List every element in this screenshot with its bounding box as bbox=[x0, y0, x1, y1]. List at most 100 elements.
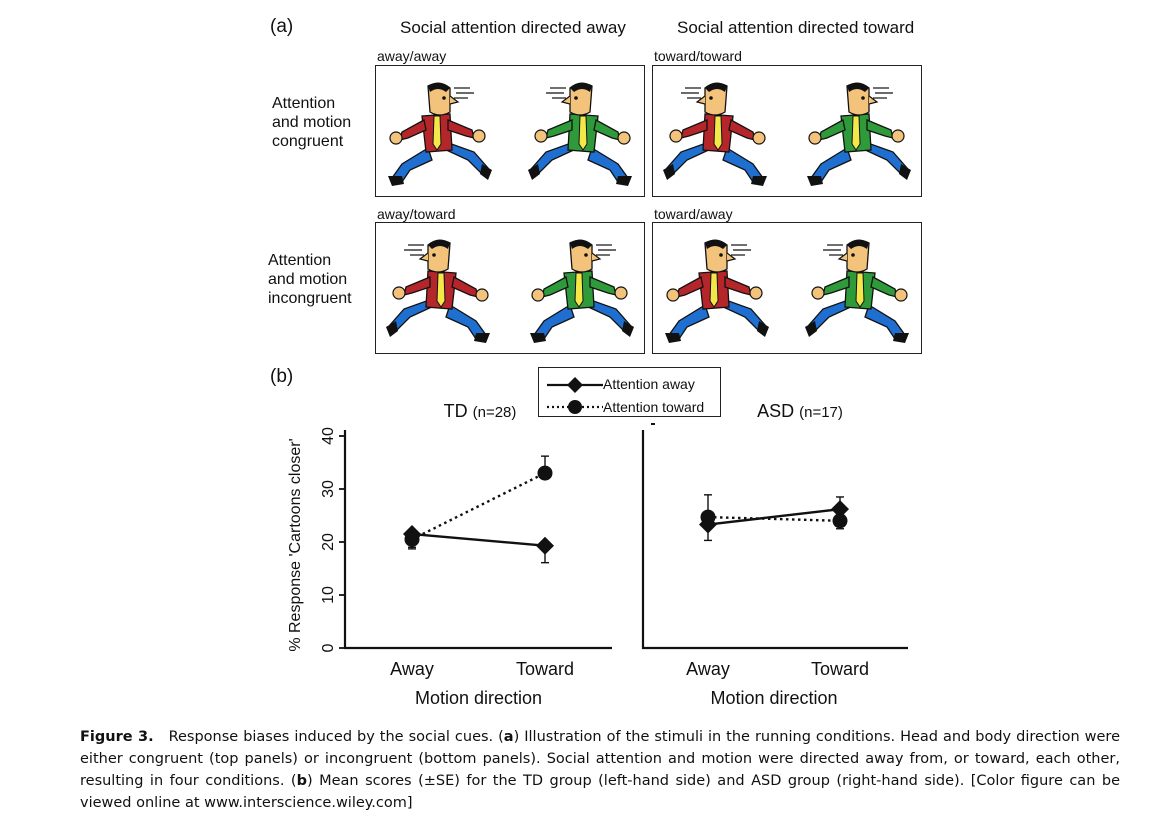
figure-right-shoe bbox=[622, 321, 634, 337]
figure-left-hand bbox=[389, 131, 403, 145]
y-tick-label: 20 bbox=[320, 533, 337, 551]
figure-right-hand bbox=[749, 286, 763, 300]
chart-title: ASD (n=17) bbox=[757, 401, 843, 421]
figure-nose bbox=[868, 95, 879, 105]
figure-left-arm bbox=[676, 276, 704, 298]
figure-right-hand bbox=[669, 129, 683, 143]
data-point-circle bbox=[537, 465, 553, 481]
figure-tie bbox=[432, 115, 442, 151]
figure-body bbox=[807, 82, 911, 186]
figure-left-hand bbox=[666, 288, 680, 302]
y-tick-label: 40 bbox=[320, 427, 337, 445]
figure-left-shoe bbox=[893, 333, 909, 343]
figure-right-arm bbox=[724, 276, 752, 296]
caption-ref-b: b bbox=[296, 773, 307, 789]
figure-left-shoe bbox=[665, 333, 681, 343]
x-tick-label: Toward bbox=[811, 659, 869, 679]
figure-label: Figure 3. bbox=[80, 729, 154, 745]
figure-hair bbox=[570, 239, 592, 249]
figure-body bbox=[530, 239, 634, 343]
figure-body bbox=[386, 239, 490, 343]
running-figure-red-icon bbox=[388, 82, 492, 186]
figure-left-arm bbox=[870, 276, 898, 298]
chart-subtitle: (n=28) bbox=[473, 404, 517, 421]
panel-label-toward-toward: toward/toward bbox=[654, 48, 742, 64]
figure-left-arm bbox=[451, 276, 479, 298]
y-axis-label: % Response 'Cartoons closer' bbox=[287, 438, 304, 651]
figure-tie bbox=[855, 272, 865, 308]
chart-td: TD (n=28) 0 10 20 30 40 % Response 'Cartoons c… bbox=[287, 401, 612, 708]
figure-body bbox=[663, 82, 767, 186]
legend-away-marker bbox=[567, 377, 583, 393]
figure-right-hand bbox=[472, 129, 486, 143]
y-tick-label: 30 bbox=[320, 480, 337, 498]
x-tick-label: Away bbox=[686, 659, 730, 679]
chart-title: TD (n=28) bbox=[444, 401, 517, 421]
figure-eye bbox=[709, 96, 713, 100]
caption-text-2: ) Illustration of the stimuli in the run… bbox=[80, 729, 1120, 789]
running-figure-green-icon bbox=[528, 82, 632, 186]
legend-label-away: Attention away bbox=[603, 376, 695, 392]
figure-right-arm bbox=[589, 276, 617, 296]
row-label-incongruent: Attention and motion incongruent bbox=[268, 252, 352, 307]
figure-left-shoe bbox=[530, 333, 546, 343]
figure-right-arm bbox=[866, 119, 894, 139]
x-axis-label: Motion direction bbox=[415, 688, 542, 708]
figure-eye bbox=[442, 96, 446, 100]
figure-right-shoe bbox=[899, 164, 911, 180]
chart-legend: Attention away Attention toward bbox=[538, 367, 721, 417]
running-figure-green-icon bbox=[807, 82, 911, 186]
x-axis-label: Motion direction bbox=[710, 688, 837, 708]
chart-subtitle: (n=17) bbox=[799, 404, 843, 421]
stimulus-panel-away-away bbox=[375, 65, 645, 197]
figure-eye bbox=[861, 96, 865, 100]
series-line bbox=[707, 515, 841, 522]
figure-right-hand bbox=[392, 286, 406, 300]
figure-left-arm bbox=[728, 119, 756, 141]
figure-tie bbox=[574, 272, 584, 308]
figure-nose bbox=[418, 252, 429, 262]
running-figure-red-icon bbox=[386, 239, 490, 343]
figure-left-arm bbox=[399, 119, 427, 141]
figure-left-hand bbox=[531, 288, 545, 302]
y-tick-label: 0 bbox=[320, 643, 337, 652]
figure-left-hand bbox=[475, 288, 489, 302]
figure-hair bbox=[428, 239, 450, 249]
figure-hair bbox=[428, 82, 450, 92]
figure-right-arm bbox=[680, 119, 708, 139]
figure-left-arm bbox=[541, 276, 569, 298]
figure-tie bbox=[709, 272, 719, 308]
data-point-circle bbox=[404, 531, 420, 547]
legend-toward-marker bbox=[568, 400, 582, 414]
figure-left-hand bbox=[752, 131, 766, 145]
figure-left-shoe bbox=[616, 176, 632, 186]
figure-hair bbox=[570, 82, 592, 92]
figure-body bbox=[805, 239, 909, 343]
running-figure-green-icon bbox=[530, 239, 634, 343]
figure-hair bbox=[705, 239, 727, 249]
figure-tie bbox=[578, 115, 588, 151]
row-label-congruent: Attention and motion congruent bbox=[272, 95, 352, 150]
legend-label-toward: Attention toward bbox=[603, 399, 705, 415]
stimulus-panel-toward-toward bbox=[652, 65, 922, 197]
figure-left-hand bbox=[808, 131, 822, 145]
figure-right-arm bbox=[447, 119, 475, 139]
figure-hair bbox=[847, 239, 869, 249]
figure-right-shoe bbox=[805, 321, 817, 337]
column-heading-away: Social attention directed away bbox=[400, 18, 626, 37]
figure-nose bbox=[591, 252, 602, 262]
figure-right-hand bbox=[811, 286, 825, 300]
figure-left-shoe bbox=[474, 333, 490, 343]
data-point-diamond bbox=[536, 536, 554, 555]
panel-b-letter: (b) bbox=[270, 366, 294, 387]
series-line bbox=[411, 532, 546, 547]
data-point-circle bbox=[700, 509, 716, 525]
y-tick-label: 10 bbox=[320, 586, 337, 604]
figure-body bbox=[528, 82, 632, 186]
figure-right-hand bbox=[891, 129, 905, 143]
figure-left-shoe bbox=[807, 176, 823, 186]
figure-tie bbox=[851, 115, 861, 151]
figure-left-hand bbox=[894, 288, 908, 302]
stimulus-panel-away-toward bbox=[375, 222, 645, 354]
panel-label-away-away: away/away bbox=[377, 48, 447, 64]
